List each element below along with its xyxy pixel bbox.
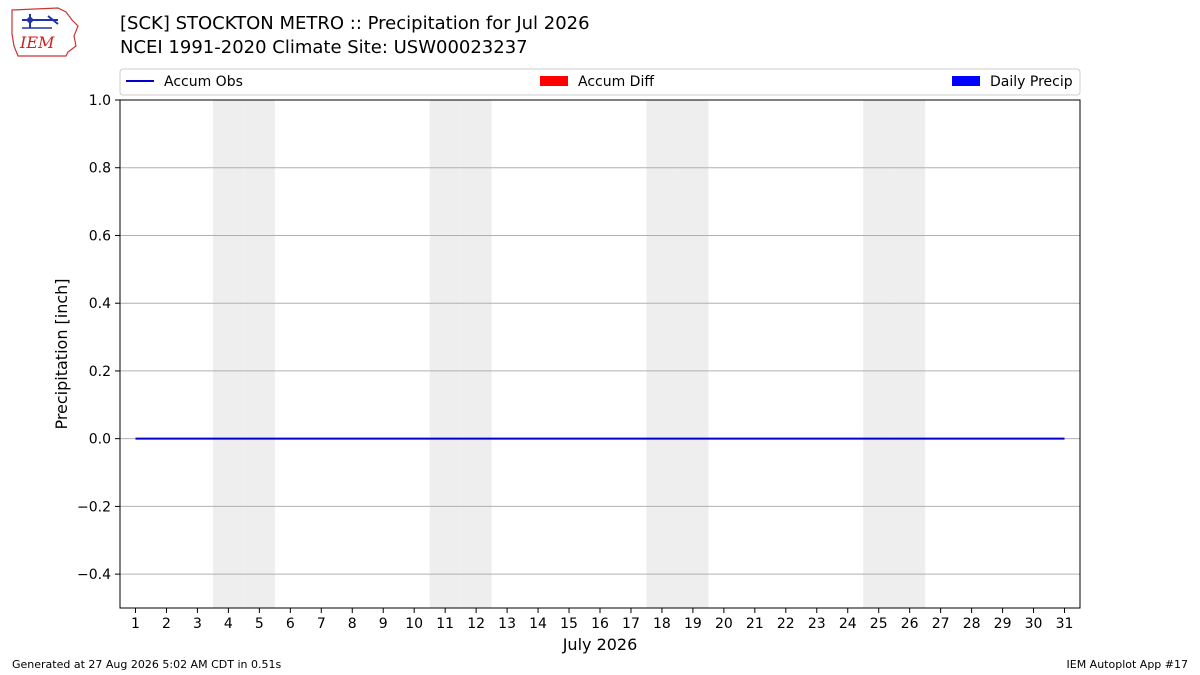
x-tick-label: 25 xyxy=(870,616,888,632)
y-axis-label: Precipitation [inch] xyxy=(52,278,71,429)
weekend-shade-18 xyxy=(646,100,678,608)
weekend-shade-25 xyxy=(863,100,895,608)
chart-subtitle: NCEI 1991-2020 Climate Site: USW00023237 xyxy=(120,37,528,58)
iem-logo: IEM xyxy=(11,7,79,57)
chart-title: [SCK] STOCKTON METRO :: Precipitation fo… xyxy=(120,13,590,34)
x-tick-label: 27 xyxy=(932,616,950,632)
x-tick-label: 28 xyxy=(963,616,981,632)
x-tick-label: 17 xyxy=(622,616,640,632)
x-tick-label: 14 xyxy=(529,616,547,632)
y-tick-label: 0.0 xyxy=(89,432,111,448)
legend: Accum Obs Accum Diff Daily Precip xyxy=(119,68,1081,96)
legend-box xyxy=(119,68,1081,96)
x-tick-label: 24 xyxy=(839,616,857,632)
legend-accum-diff-label: Accum Diff xyxy=(578,74,654,90)
logo-text: IEM xyxy=(19,33,55,52)
generated-timestamp: Generated at 27 Aug 2026 5:02 AM CDT in … xyxy=(12,658,282,671)
x-tick-label: 12 xyxy=(467,616,485,632)
x-tick-label: 3 xyxy=(193,616,202,632)
x-tick-label: 20 xyxy=(715,616,733,632)
y-tick-label: 0.4 xyxy=(89,296,111,312)
x-tick-label: 23 xyxy=(808,616,826,632)
x-tick-label: 26 xyxy=(901,616,919,632)
x-tick-label: 31 xyxy=(1056,616,1074,632)
weekend-shade-5 xyxy=(243,100,275,608)
y-tick-label: 1.0 xyxy=(89,93,111,109)
weekend-shade-19 xyxy=(677,100,709,608)
legend-daily-precip-swatch xyxy=(952,76,980,86)
x-tick-label: 1 xyxy=(131,616,140,632)
x-tick-label: 9 xyxy=(379,616,388,632)
x-tick-label: 4 xyxy=(224,616,233,632)
x-tick-label: 15 xyxy=(560,616,578,632)
y-tick-label: −0.2 xyxy=(77,499,111,515)
weekend-shade-26 xyxy=(894,100,926,608)
x-tick-label: 19 xyxy=(684,616,702,632)
x-tick-label: 7 xyxy=(317,616,326,632)
legend-daily-precip-label: Daily Precip xyxy=(990,74,1073,90)
x-tick-label: 2 xyxy=(162,616,171,632)
y-tick-label: 0.8 xyxy=(89,161,111,177)
x-tick-label: 18 xyxy=(653,616,671,632)
x-tick-label: 13 xyxy=(498,616,516,632)
x-tick-label: 6 xyxy=(286,616,295,632)
legend-accum-diff-swatch xyxy=(540,76,568,86)
x-tick-label: 11 xyxy=(436,616,454,632)
x-axis-label: July 2026 xyxy=(562,635,638,654)
x-tick-label: 16 xyxy=(591,616,609,632)
weekend-shade-4 xyxy=(212,100,244,608)
x-tick-label: 29 xyxy=(994,616,1012,632)
x-tick-label: 8 xyxy=(348,616,357,632)
y-tick-label: 0.2 xyxy=(89,364,111,380)
autoplot-app-label: IEM Autoplot App #17 xyxy=(1066,658,1189,671)
x-tick-label: 10 xyxy=(405,616,423,632)
y-tick-label: −0.4 xyxy=(77,567,111,583)
legend-accum-obs-label: Accum Obs xyxy=(164,74,243,90)
x-tick-label: 30 xyxy=(1025,616,1043,632)
x-tick-label: 22 xyxy=(777,616,795,632)
weekend-shade-11 xyxy=(429,100,461,608)
y-tick-label: 0.6 xyxy=(89,228,111,244)
weekend-shade-12 xyxy=(460,100,492,608)
x-tick-label: 21 xyxy=(746,616,764,632)
x-tick-label: 5 xyxy=(255,616,264,632)
